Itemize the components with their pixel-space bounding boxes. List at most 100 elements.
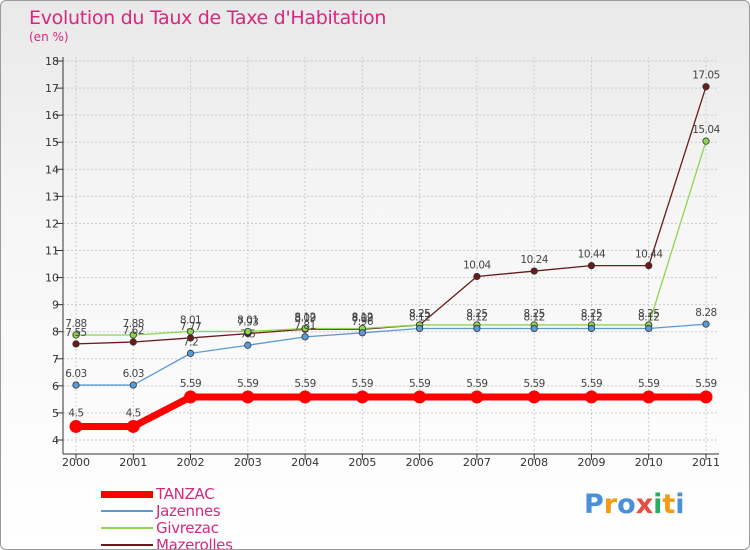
data-label: 8.25 — [409, 308, 430, 320]
logo-letter: i — [675, 489, 685, 520]
logo-letter: r — [603, 489, 618, 520]
y-tick-label: 13 — [45, 190, 59, 203]
data-label: 8.12 — [638, 311, 659, 323]
data-label: 4.5 — [126, 407, 141, 419]
data-point — [702, 320, 710, 328]
data-label: 8.28 — [695, 307, 716, 319]
logo-letter: t — [662, 489, 676, 520]
data-point — [413, 390, 427, 404]
data-point — [72, 381, 80, 389]
data-label: 7.88 — [123, 318, 144, 330]
proxiti-logo: Proxiti — [584, 489, 685, 520]
logo-letter: i — [653, 489, 663, 520]
data-point — [530, 324, 538, 333]
data-labels: 4.5 4.5 5.59 5.59 5.59 5.59 5.59 5.59 5.59 5.59 5.… — [65, 70, 721, 420]
data-point — [473, 272, 481, 281]
data-label: 7.81 — [294, 320, 315, 332]
data-point — [473, 324, 481, 333]
series-line-givrezac — [76, 140, 707, 336]
legend-label: TANZAC — [156, 485, 215, 503]
x-tick-label: 2007 — [463, 456, 491, 469]
data-label: 8.25 — [581, 308, 602, 320]
x-tick-label: 2000 — [62, 456, 90, 469]
data-point — [645, 262, 653, 270]
data-label: 8.12 — [466, 311, 487, 323]
data-point — [129, 381, 137, 389]
legend-swatch-givrezac — [101, 527, 153, 529]
data-label: 8.25 — [466, 308, 487, 320]
legend-swatch-tanzac — [101, 491, 153, 498]
data-point — [301, 324, 309, 333]
grid — [63, 57, 719, 454]
data-label: 5.59 — [638, 378, 659, 390]
data-label: 8.12 — [523, 311, 544, 323]
logo-letter: x — [635, 489, 654, 520]
series-line-jazennes — [76, 323, 707, 386]
y-tick-label: 9 — [52, 299, 59, 312]
legend-label: Mazerolles — [156, 536, 233, 550]
data-point — [184, 390, 198, 404]
data-label: 10.04 — [463, 259, 491, 271]
data-point — [355, 390, 369, 404]
data-label: 5.59 — [409, 378, 430, 390]
y-tick-label: 5 — [52, 407, 59, 420]
x-tick-label: 2004 — [291, 456, 319, 469]
logo-letter: P — [584, 489, 604, 520]
legend-swatch-jazennes — [101, 510, 153, 512]
data-label: 8.09 — [352, 312, 373, 324]
x-tick-label: 2006 — [406, 456, 434, 469]
data-point — [416, 324, 424, 333]
data-label: 7.77 — [180, 321, 201, 333]
y-axis-unit: (en %) — [29, 30, 69, 44]
y-tick-label: 12 — [45, 217, 59, 230]
data-label: 10.44 — [635, 249, 663, 261]
data-point — [358, 329, 366, 337]
x-tick-label: 2003 — [234, 456, 262, 469]
data-point — [244, 341, 252, 349]
y-tick-label: 16 — [45, 109, 59, 122]
data-label: 10.44 — [578, 249, 606, 261]
data-point — [186, 327, 195, 336]
data-label: 8.25 — [523, 308, 544, 320]
data-label: 15.04 — [692, 124, 720, 136]
data-label: 8.01 — [180, 314, 201, 326]
data-point — [72, 340, 80, 348]
data-label: 8.12 — [409, 311, 430, 323]
data-label: 7.93 — [237, 317, 258, 329]
data-point — [470, 390, 484, 404]
x-tick-label: 2011 — [692, 456, 720, 469]
y-tick-label: 7 — [52, 353, 59, 366]
data-label: 10.24 — [520, 254, 548, 266]
data-label: 4.5 — [68, 407, 83, 419]
data-point — [642, 390, 656, 404]
data-point — [530, 267, 538, 275]
data-point — [527, 390, 541, 404]
y-tick-label: 8 — [52, 326, 59, 339]
data-label: 5.59 — [294, 378, 315, 390]
data-point — [699, 390, 713, 404]
data-label: 17.05 — [692, 70, 720, 82]
y-tick-label: 14 — [45, 163, 59, 176]
data-point — [72, 331, 80, 339]
y-tick-label: 11 — [45, 245, 59, 258]
x-tick-label: 2005 — [348, 456, 376, 469]
x-tick-label: 2002 — [177, 456, 205, 469]
data-label: 5.59 — [180, 378, 201, 390]
data-label: 5.59 — [581, 378, 602, 390]
data-label: 5.59 — [237, 378, 258, 390]
chart-title: Evolution du Taux de Taxe d'Habitation — [29, 7, 387, 29]
axes: 4 5 6 7 8 9 10 11 12 13 14 15 16 17 18 2000 2001 2002 2003… — [45, 55, 720, 469]
y-tick-label: 15 — [45, 136, 59, 149]
data-point — [69, 419, 83, 433]
data-point — [702, 137, 710, 145]
data-point — [244, 327, 252, 336]
data-label: 7.62 — [123, 325, 144, 337]
data-point — [645, 324, 653, 333]
data-point — [298, 390, 312, 404]
data-point — [129, 331, 137, 339]
data-label: 7.96 — [352, 316, 374, 328]
y-tick-label: 18 — [45, 55, 59, 68]
y-tick-label: 4 — [52, 434, 59, 447]
